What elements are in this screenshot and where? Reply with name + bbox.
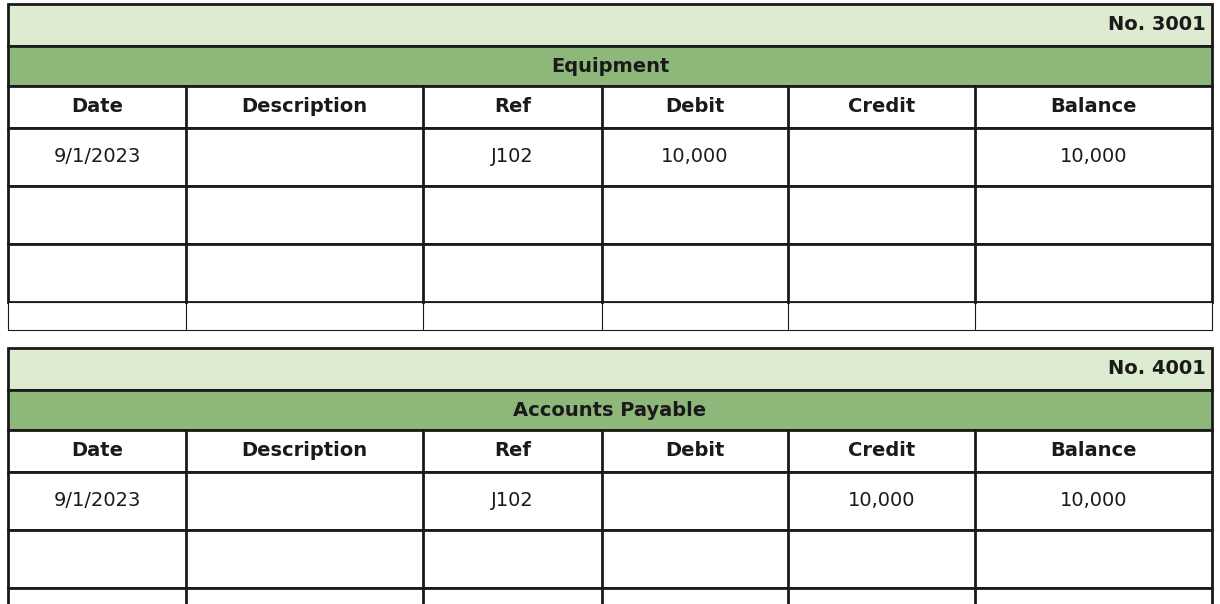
Text: Balance: Balance xyxy=(1050,442,1137,460)
Text: Debit: Debit xyxy=(665,442,725,460)
Text: Equipment: Equipment xyxy=(550,57,670,76)
Text: No. 4001: No. 4001 xyxy=(1108,359,1207,379)
Text: 10,000: 10,000 xyxy=(1060,147,1127,167)
Text: Description: Description xyxy=(242,442,368,460)
Text: No. 3001: No. 3001 xyxy=(1108,16,1207,34)
Text: Date: Date xyxy=(71,97,123,117)
Text: 9/1/2023: 9/1/2023 xyxy=(54,492,140,510)
Bar xyxy=(9,86,1211,128)
Bar xyxy=(9,588,1211,604)
Text: 9/1/2023: 9/1/2023 xyxy=(54,147,140,167)
Bar xyxy=(9,472,1211,530)
Bar xyxy=(9,348,1211,390)
Text: Balance: Balance xyxy=(1050,97,1137,117)
Text: Credit: Credit xyxy=(848,97,915,117)
Bar xyxy=(9,390,1211,430)
Text: Ref: Ref xyxy=(494,97,531,117)
Text: Debit: Debit xyxy=(665,97,725,117)
Text: Accounts Payable: Accounts Payable xyxy=(514,400,706,420)
Text: J102: J102 xyxy=(492,147,534,167)
Bar xyxy=(9,530,1211,588)
Bar xyxy=(9,128,1211,186)
Bar xyxy=(9,4,1211,46)
Text: Date: Date xyxy=(71,442,123,460)
Bar xyxy=(9,46,1211,86)
Bar xyxy=(9,186,1211,244)
Bar xyxy=(9,302,1211,330)
Bar xyxy=(9,244,1211,302)
Text: 10,000: 10,000 xyxy=(1060,492,1127,510)
Text: Ref: Ref xyxy=(494,442,531,460)
Text: Credit: Credit xyxy=(848,442,915,460)
Text: Description: Description xyxy=(242,97,368,117)
Bar xyxy=(9,430,1211,472)
Text: 10,000: 10,000 xyxy=(661,147,728,167)
Text: J102: J102 xyxy=(492,492,534,510)
Text: 10,000: 10,000 xyxy=(848,492,915,510)
